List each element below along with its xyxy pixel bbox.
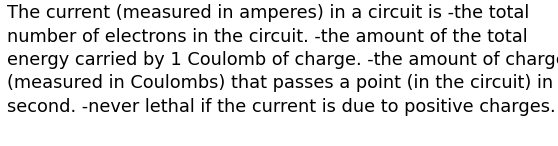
Text: The current (measured in amperes) in a circuit is -the total
number of electrons: The current (measured in amperes) in a c… bbox=[7, 4, 558, 116]
